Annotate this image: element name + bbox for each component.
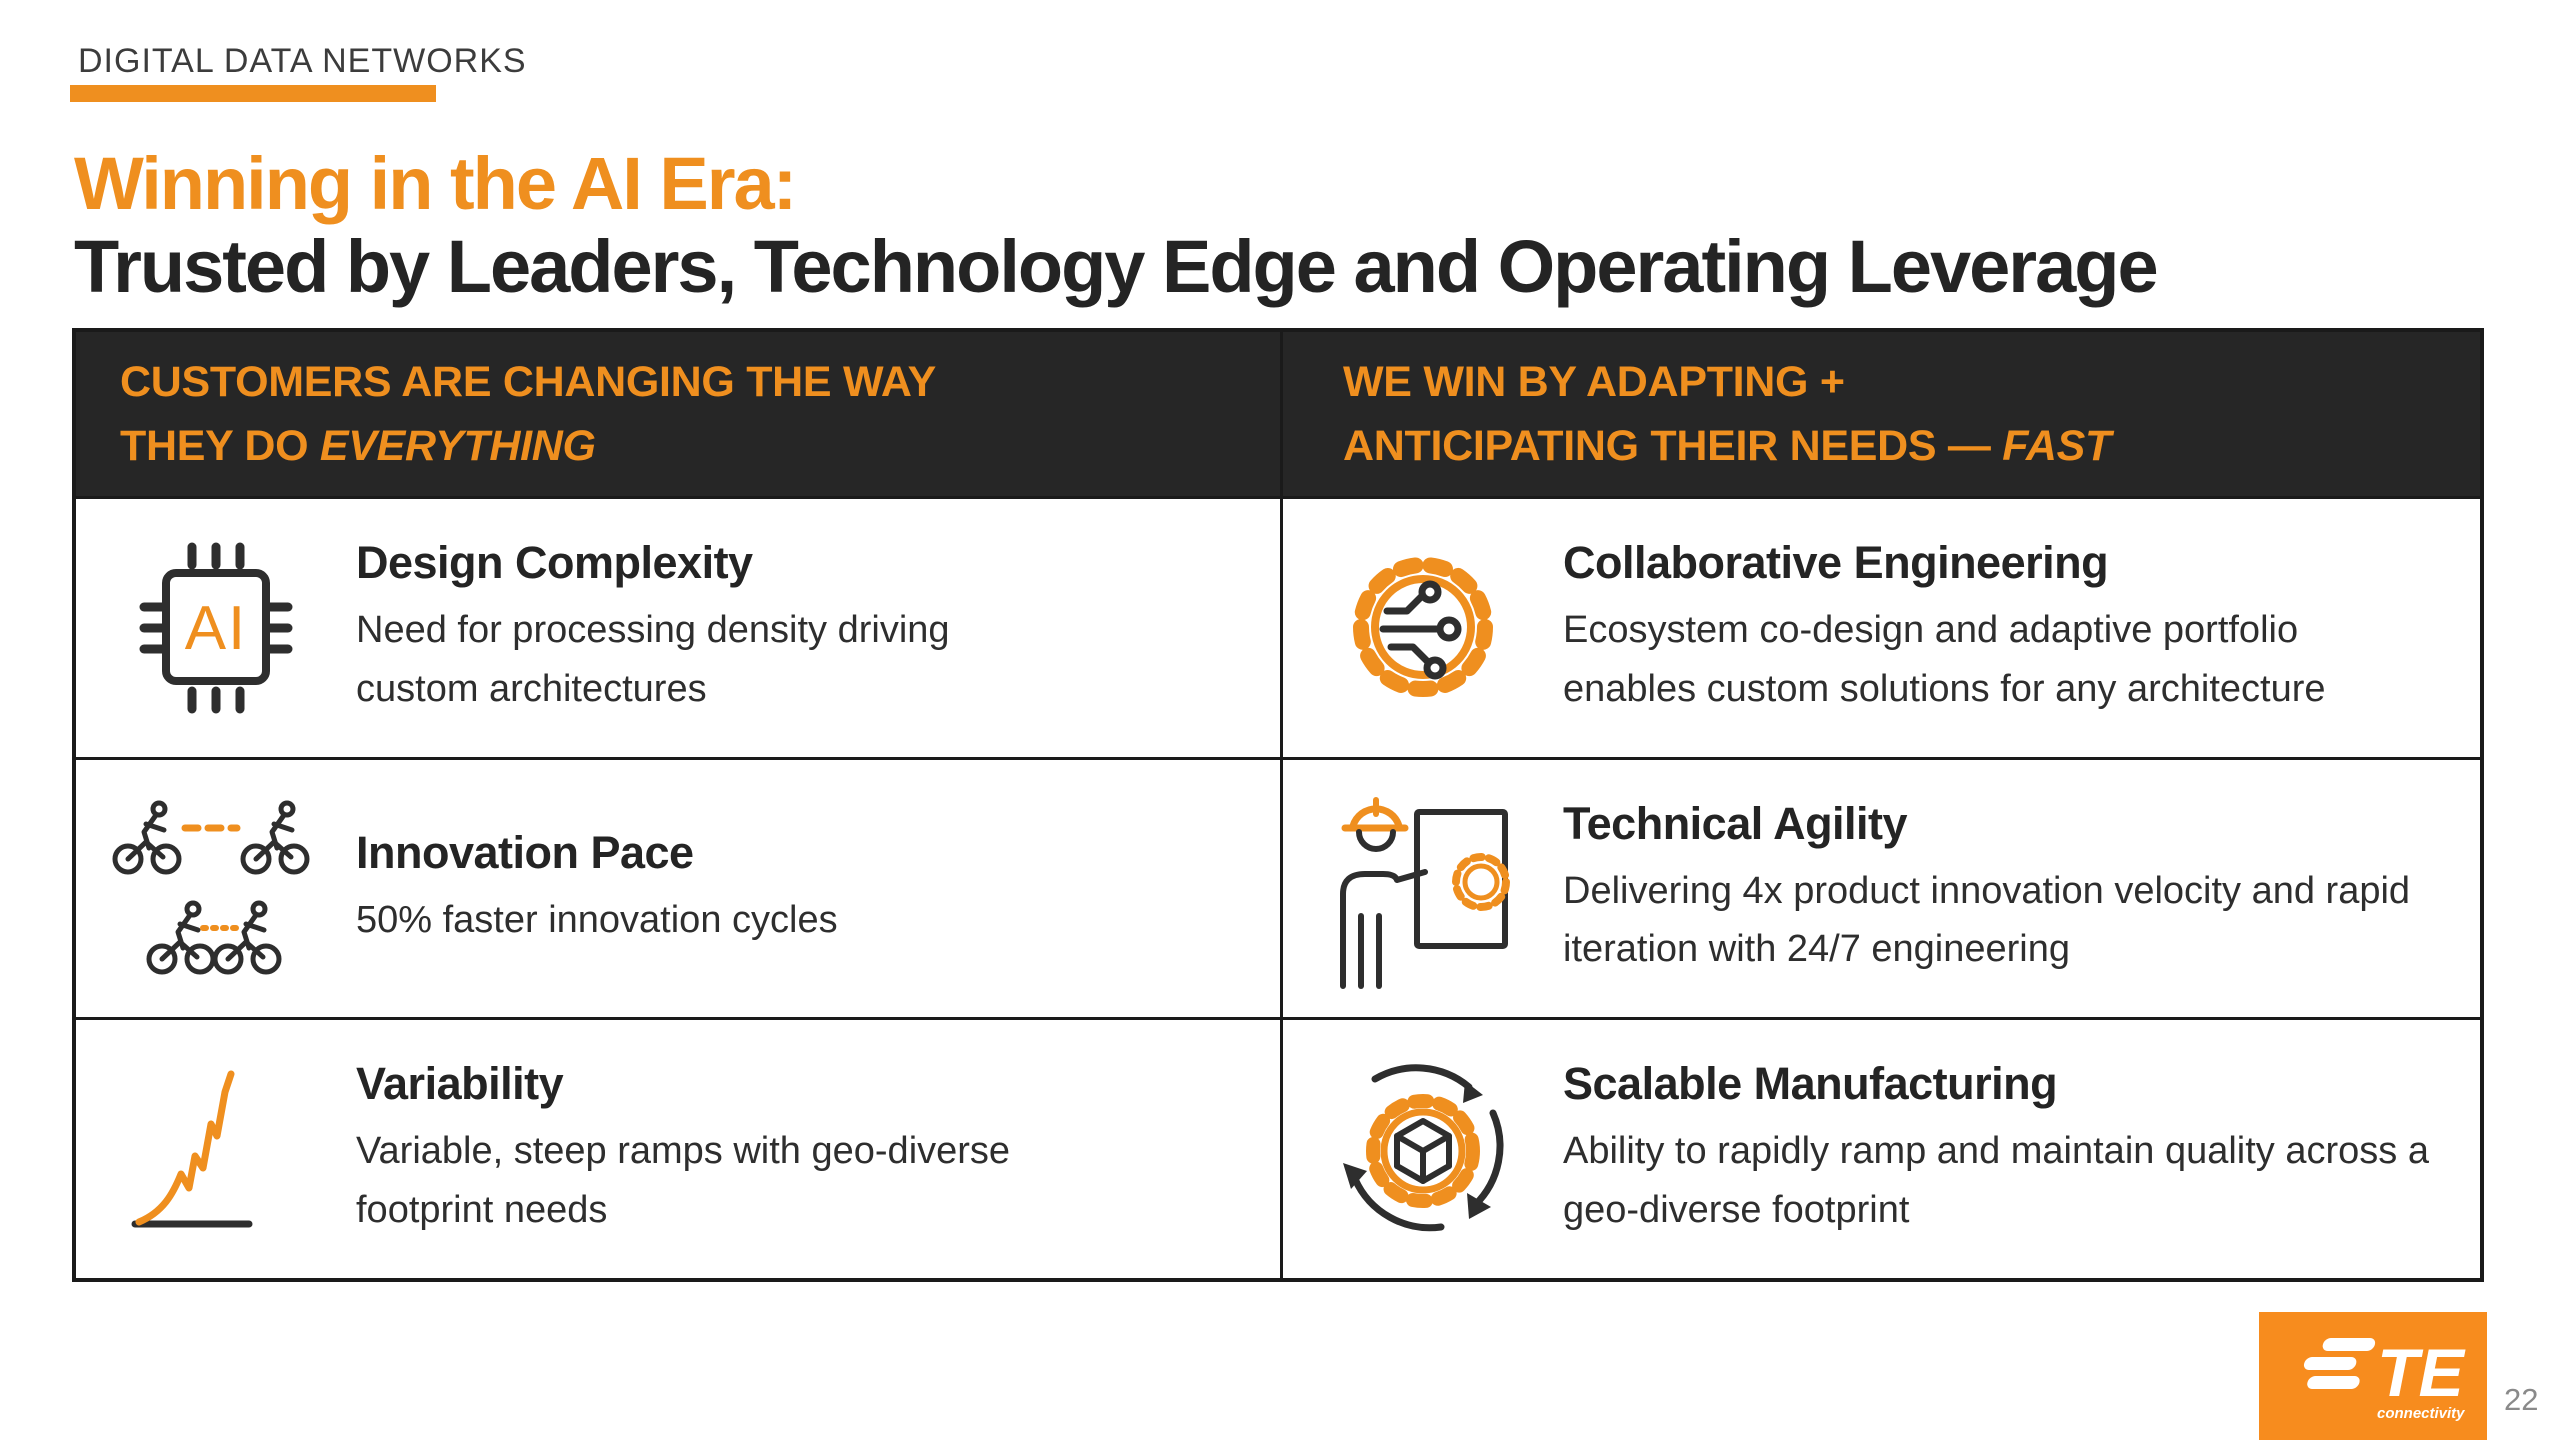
header-right-line2: ANTICIPATING THEIR NEEDS —	[1343, 422, 2003, 470]
cell-title: Collaborative Engineering	[1563, 536, 2109, 588]
cell-title: Variability	[356, 1058, 564, 1110]
cell-title: Design Complexity	[356, 536, 753, 588]
page-title: Winning in the AI Era: Trusted by Leader…	[74, 142, 2159, 308]
table-header-left: CUSTOMERS ARE CHANGING THE WAY THEY DO E…	[76, 332, 1280, 496]
cell-design-complexity: AI Design Complexity Need for processing…	[76, 496, 1280, 757]
cell-body: Variable, steep ramps with geo-diverse f…	[356, 1130, 1011, 1232]
header-left-line2: THEY DO	[120, 422, 320, 470]
cell-technical-agility: Technical Agility Delivering 4x product …	[1280, 756, 2480, 1018]
header-right-emphasis: FAST	[2002, 422, 2111, 470]
growth-curve-icon	[76, 1062, 356, 1237]
cell-variability: Variability Variable, steep ramps with g…	[76, 1017, 1280, 1278]
cell-title: Innovation Pace	[356, 827, 694, 879]
cell-body: Ecosystem co-design and adaptive portfol…	[1563, 608, 2326, 710]
cell-title: Technical Agility	[1563, 797, 1908, 849]
cell-body: 50% faster innovation cycles	[356, 899, 838, 942]
comparison-table: CUSTOMERS ARE CHANGING THE WAY THEY DO E…	[72, 328, 2484, 1282]
title-line1: Winning in the AI Era:	[74, 142, 797, 225]
header-left-emphasis: EVERYTHING	[319, 422, 596, 470]
collaboration-gear-icon	[1283, 545, 1563, 710]
cell-innovation-pace: Innovation Pace 50% faster innovation cy…	[76, 756, 1280, 1018]
ai-chip-icon: AI	[76, 523, 356, 733]
header-right-line1: WE WIN BY ADAPTING +	[1343, 358, 1845, 406]
cell-body: Delivering 4x product innovation velocit…	[1563, 869, 2411, 971]
header-left-line1: CUSTOMERS ARE CHANGING THE WAY	[120, 358, 937, 406]
logo-brand-text: TE	[2377, 1335, 2467, 1411]
page-number: 22	[2504, 1382, 2539, 1417]
cyclists-pace-icon	[76, 798, 356, 978]
te-connectivity-logo: TE connectivity	[2259, 1312, 2487, 1440]
cell-collaborative-engineering: Collaborative Engineering Ecosystem co-d…	[1280, 496, 2480, 757]
logo-subtext: connectivity	[2377, 1405, 2465, 1422]
cell-title: Scalable Manufacturing	[1563, 1058, 2058, 1110]
cell-scalable-manufacturing: Scalable Manufacturing Ability to rapidl…	[1280, 1017, 2480, 1278]
eyebrow-accent-bar	[70, 85, 436, 102]
eyebrow-label: DIGITAL DATA NETWORKS	[78, 42, 527, 80]
title-line2: Trusted by Leaders, Technology Edge and …	[74, 225, 2159, 308]
cell-body: Need for processing density driving cust…	[356, 608, 950, 710]
cell-body: Ability to rapidly ramp and maintain qua…	[1563, 1130, 2429, 1232]
svg-text:AI: AI	[185, 594, 248, 663]
engineer-board-icon	[1283, 786, 1563, 991]
cycle-gear-icon	[1283, 1049, 1563, 1249]
table-header-right: WE WIN BY ADAPTING + ANTICIPATING THEIR …	[1280, 332, 2480, 496]
